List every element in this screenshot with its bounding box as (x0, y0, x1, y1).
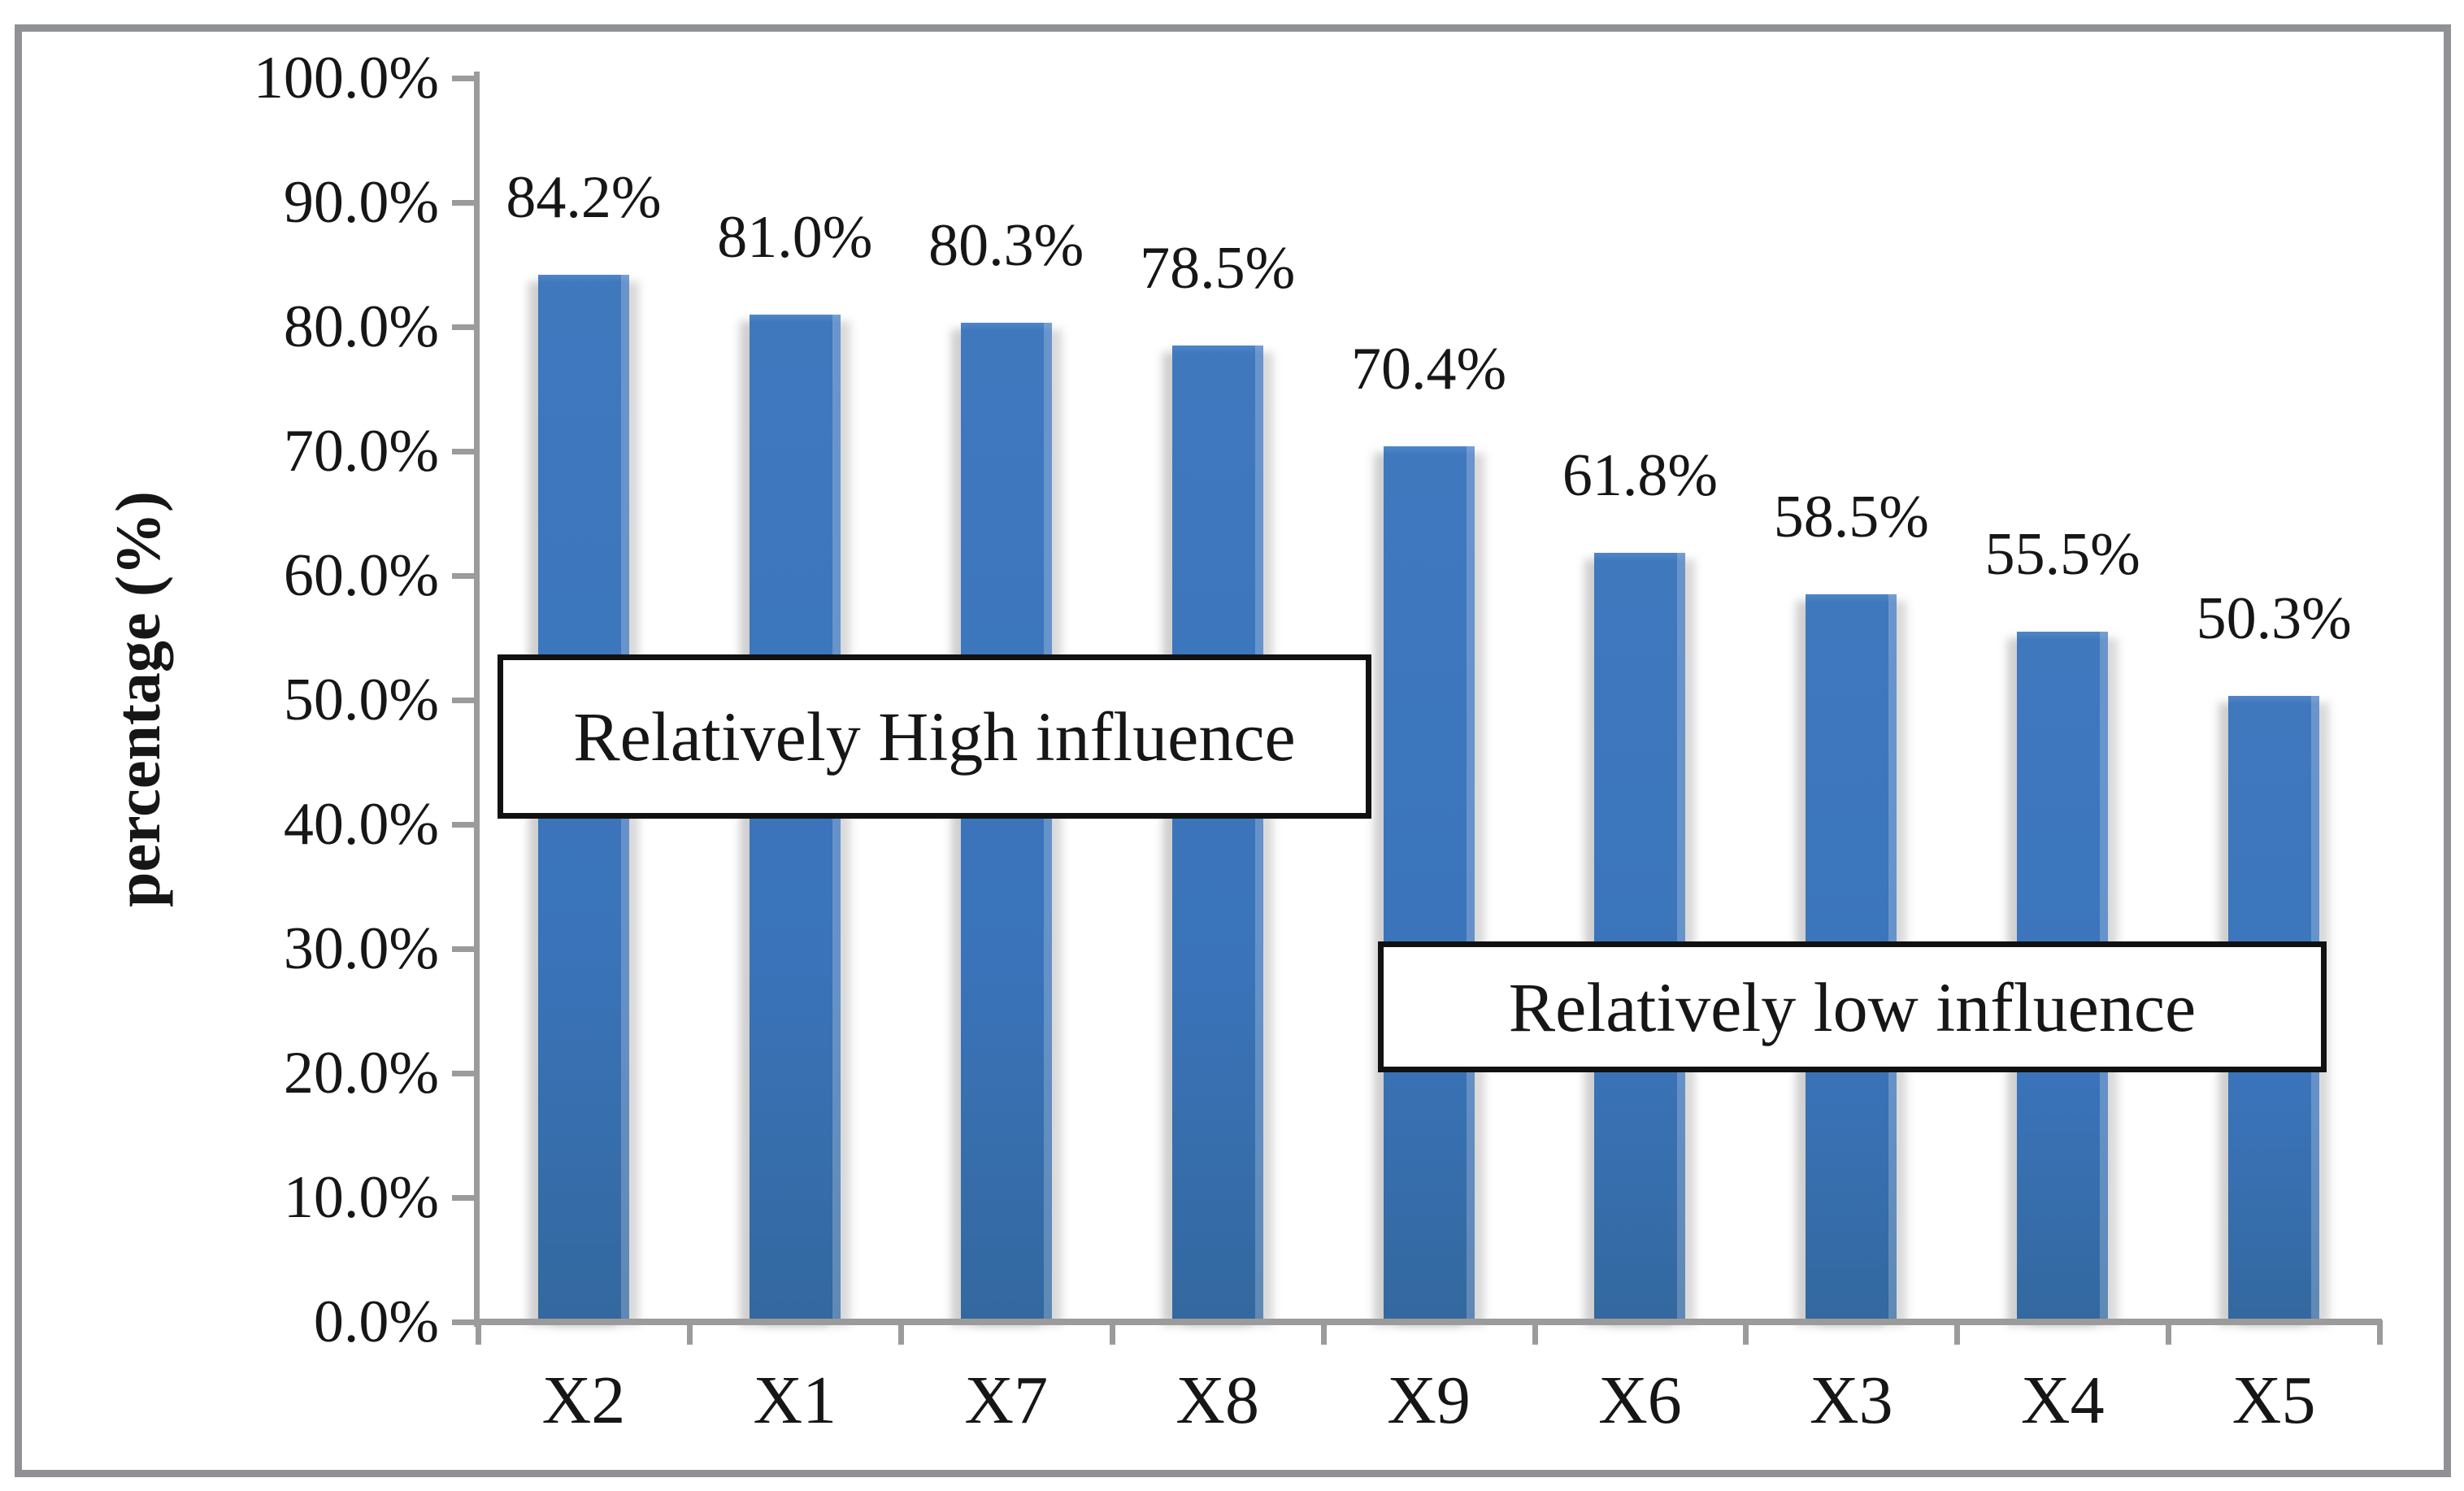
bar-value-label: 81.0% (717, 203, 873, 271)
bar-value-label: 50.3% (2196, 585, 2352, 653)
bar-value-label: 55.5% (1984, 520, 2140, 588)
y-tick-label: 80.0% (283, 293, 439, 360)
x-tick (1109, 1320, 1115, 1345)
x-tick (476, 1320, 481, 1345)
x-tick (1532, 1320, 1538, 1345)
y-tick-label: 40.0% (283, 791, 439, 858)
x-axis-label-X8: X8 (1176, 1363, 1259, 1438)
bar-X7 (960, 323, 1052, 1322)
annotation-high-influence: Relatively High influence (498, 654, 1371, 819)
y-axis-line (474, 72, 480, 1327)
x-tick (1743, 1320, 1749, 1345)
annotation-low-influence-text: Relatively low influence (1508, 967, 2197, 1046)
x-tick (2166, 1320, 2172, 1345)
y-tick (452, 76, 476, 81)
x-axis-line (474, 1319, 2382, 1325)
y-tick (452, 946, 476, 952)
y-tick-label: 60.0% (283, 542, 439, 609)
bar-X8 (1171, 345, 1263, 1323)
bar-X6 (1594, 553, 1686, 1322)
y-tick (452, 1195, 476, 1201)
y-tick-label: 20.0% (283, 1040, 439, 1106)
x-axis-label-X7: X7 (964, 1363, 1049, 1438)
bar-value-label: 61.8% (1562, 442, 1719, 510)
bar-X9 (1383, 446, 1475, 1323)
x-tick (1954, 1320, 1961, 1345)
bar-value-label: 58.5% (1773, 483, 1929, 550)
x-axis-label-X4: X4 (2020, 1363, 2105, 1438)
y-tick (452, 200, 476, 206)
x-tick (686, 1320, 693, 1345)
x-axis-label-X6: X6 (1598, 1363, 1682, 1438)
bar-value-label: 80.3% (928, 212, 1084, 280)
x-tick (2377, 1320, 2384, 1345)
y-tick (452, 449, 476, 454)
y-tick (452, 324, 476, 330)
x-axis-label-X3: X3 (1810, 1363, 1893, 1438)
y-tick (452, 698, 476, 703)
y-tick-label: 50.0% (283, 667, 439, 733)
bar-value-label: 84.2% (506, 163, 662, 231)
x-axis-label-X1: X1 (753, 1363, 837, 1438)
bar-value-label: 78.5% (1140, 234, 1296, 302)
y-tick-label: 70.0% (283, 418, 439, 485)
x-axis-label-X2: X2 (541, 1363, 626, 1438)
bar-value-label: 70.4% (1350, 335, 1507, 402)
y-tick-label: 0.0% (313, 1289, 439, 1355)
x-tick (1320, 1320, 1327, 1345)
annotation-low-influence: Relatively low influence (1378, 941, 2327, 1072)
y-tick (452, 573, 476, 579)
y-tick-label: 100.0% (253, 45, 439, 111)
x-axis-label-X5: X5 (2232, 1363, 2316, 1438)
y-tick-label: 90.0% (283, 169, 439, 236)
y-tick-label: 10.0% (283, 1164, 439, 1231)
y-tick (452, 822, 476, 828)
y-tick-label: 30.0% (283, 915, 439, 982)
x-axis-label-X9: X9 (1387, 1363, 1471, 1438)
y-tick (452, 1071, 476, 1076)
x-tick (897, 1320, 904, 1345)
annotation-high-influence-text: Relatively High influence (573, 698, 1296, 776)
y-tick (452, 1319, 476, 1325)
